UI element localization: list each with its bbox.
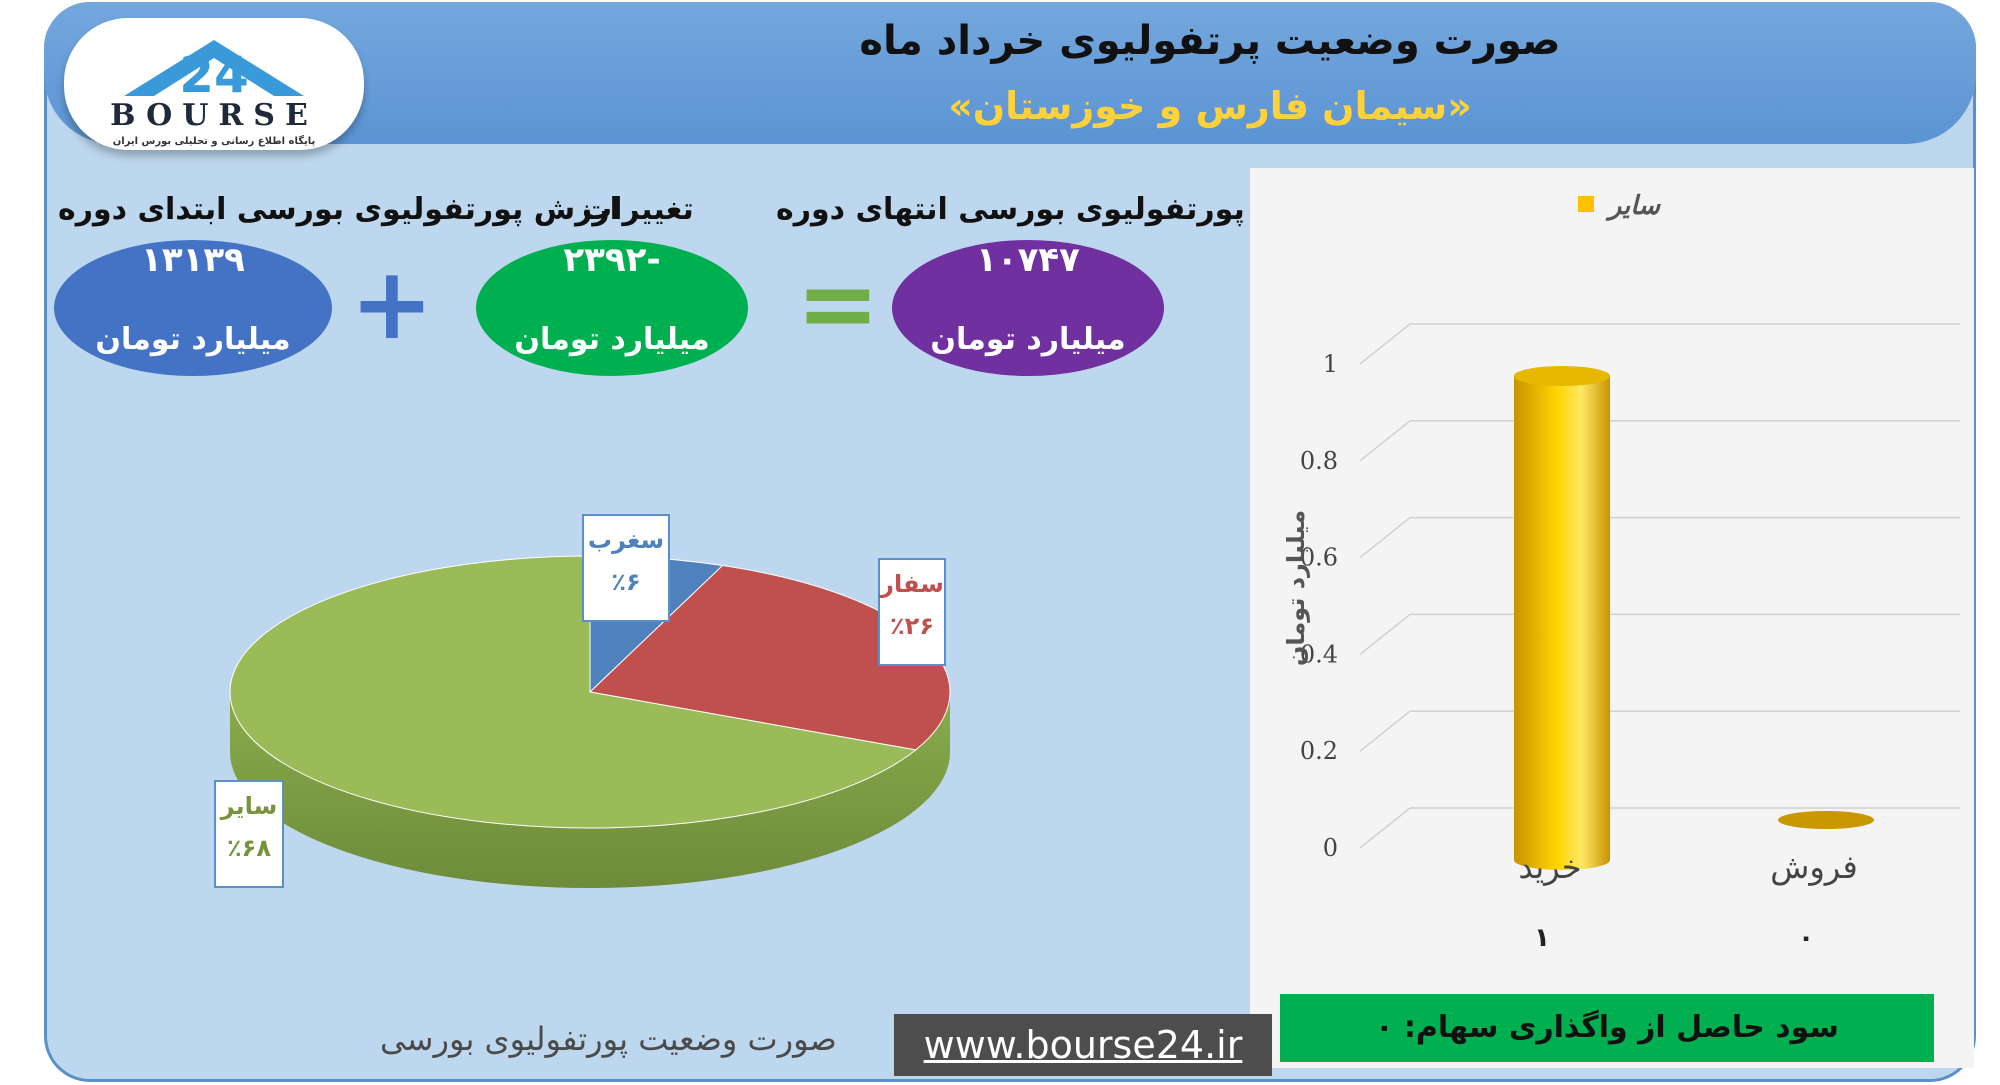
pie-label-other: سایر ٪۶۸ (214, 780, 284, 888)
header-banner (44, 2, 1976, 144)
grid-line-depth (1359, 613, 1411, 655)
pie-side (230, 692, 950, 888)
y-tick-label: 0 (1323, 834, 1338, 862)
change-unit: میلیارد تومان (514, 322, 710, 357)
pie-label-other-name: سایر (220, 792, 278, 820)
grid-line-depth (1359, 420, 1411, 462)
grid-line-depth (1359, 807, 1411, 849)
pie-slices (229, 555, 951, 829)
pie-depth (230, 692, 950, 888)
bar-top-0 (1514, 366, 1610, 386)
category-value: ۱ (1534, 923, 1550, 953)
bar-y-ticks: 0 0.2 0.4 0.6 0.8 1 (1300, 350, 1338, 862)
page-subtitle: «سیمان فارس و خوزستان» (948, 84, 1472, 128)
grid-line-depth (1359, 323, 1411, 365)
equals-sign: = (796, 245, 880, 362)
legend-label: سایر (1605, 191, 1662, 221)
bar-1 (1778, 811, 1874, 829)
logo-subtext: پایگاه اطلاع رسانی و تحلیلی بورس ایران (112, 136, 316, 147)
logo: 24 BOURSE پایگاه اطلاع رسانی و تحلیلی بو… (64, 18, 364, 150)
logo-mark-icon: 24 (124, 40, 304, 104)
pie-label-sgharb: سغرب ٪۶ (582, 514, 670, 622)
bar-chart-area (1250, 168, 1974, 1068)
pie-label-sfar-name: سفار (880, 570, 944, 598)
end-value-bubble: ۱۰۷۴۷ میلیارد تومان (892, 240, 1164, 376)
start-unit: میلیارد تومان (95, 322, 291, 357)
profit-banner: سود حاصل از واگذاری سهام: ۰ (1280, 994, 1934, 1062)
y-tick-label: 0.2 (1300, 737, 1338, 765)
logo-text: BOURSE (110, 98, 318, 133)
pie-label-other-pct: ٪۶۸ (227, 834, 271, 862)
page-title: صورت وضعیت پرتفولیوی خرداد ماه (859, 18, 1561, 64)
bar-chart: 0 0.2 0.4 0.6 0.8 1 خرید ۱ فروش ۰ سایر میلیارد ت… (1282, 191, 1960, 953)
y-tick-label: 0.6 (1300, 544, 1338, 572)
bar-categories: خرید ۱ فروش ۰ (1518, 848, 1857, 953)
y-axis-label: میلیارد تومان (1282, 510, 1310, 666)
svg-text:24: 24 (179, 46, 249, 104)
change-label: تغییرات (582, 192, 694, 227)
grid-line-depth (1359, 710, 1411, 752)
y-tick-label: 0.4 (1300, 640, 1338, 668)
bar-0 (1514, 376, 1610, 870)
end-value: ۱۰۷۴۷ (976, 240, 1080, 280)
start-value: ۱۳۱۳۹ (141, 240, 245, 280)
pie-chart (229, 555, 951, 888)
legend-swatch (1578, 196, 1594, 212)
plus-sign: + (350, 245, 434, 362)
category-label: فروش (1770, 848, 1857, 886)
change-value-bubble: -۲۳۹۲ میلیارد تومان (476, 240, 748, 376)
footer-caption: صورت وضعیت پورتفولیوی بورسی (380, 1020, 837, 1058)
y-tick-label: 0.8 (1300, 447, 1338, 475)
grid-line-depth (1359, 517, 1411, 559)
category-label: خرید (1518, 848, 1581, 886)
y-tick-label: 1 (1323, 350, 1338, 378)
pie-label-sgharb-name: سغرب (587, 526, 665, 554)
change-value: -۲۳۹۲ (563, 240, 661, 280)
website-link[interactable]: www.bourse24.ir (894, 1014, 1272, 1076)
end-label: ارزش پورتفولیوی بورسی انتهای دوره (776, 192, 1342, 227)
end-unit: میلیارد تومان (930, 322, 1126, 357)
pie-label-sfar: سفار ٪۲۶ (878, 558, 946, 666)
pie-label-sfar-pct: ٪۲۶ (890, 612, 934, 640)
start-label: ارزش پورتفولیوی بورسی ابتدای دوره (58, 192, 620, 227)
bar-grid (1359, 323, 1960, 849)
pie-slice-0 (229, 555, 917, 829)
pie-label-sgharb-pct: ٪۶ (611, 568, 641, 596)
bar-marks (1514, 366, 1874, 870)
category-value: ۰ (1798, 923, 1814, 953)
start-value-bubble: ۱۳۱۳۹ میلیارد تومان (54, 240, 332, 376)
